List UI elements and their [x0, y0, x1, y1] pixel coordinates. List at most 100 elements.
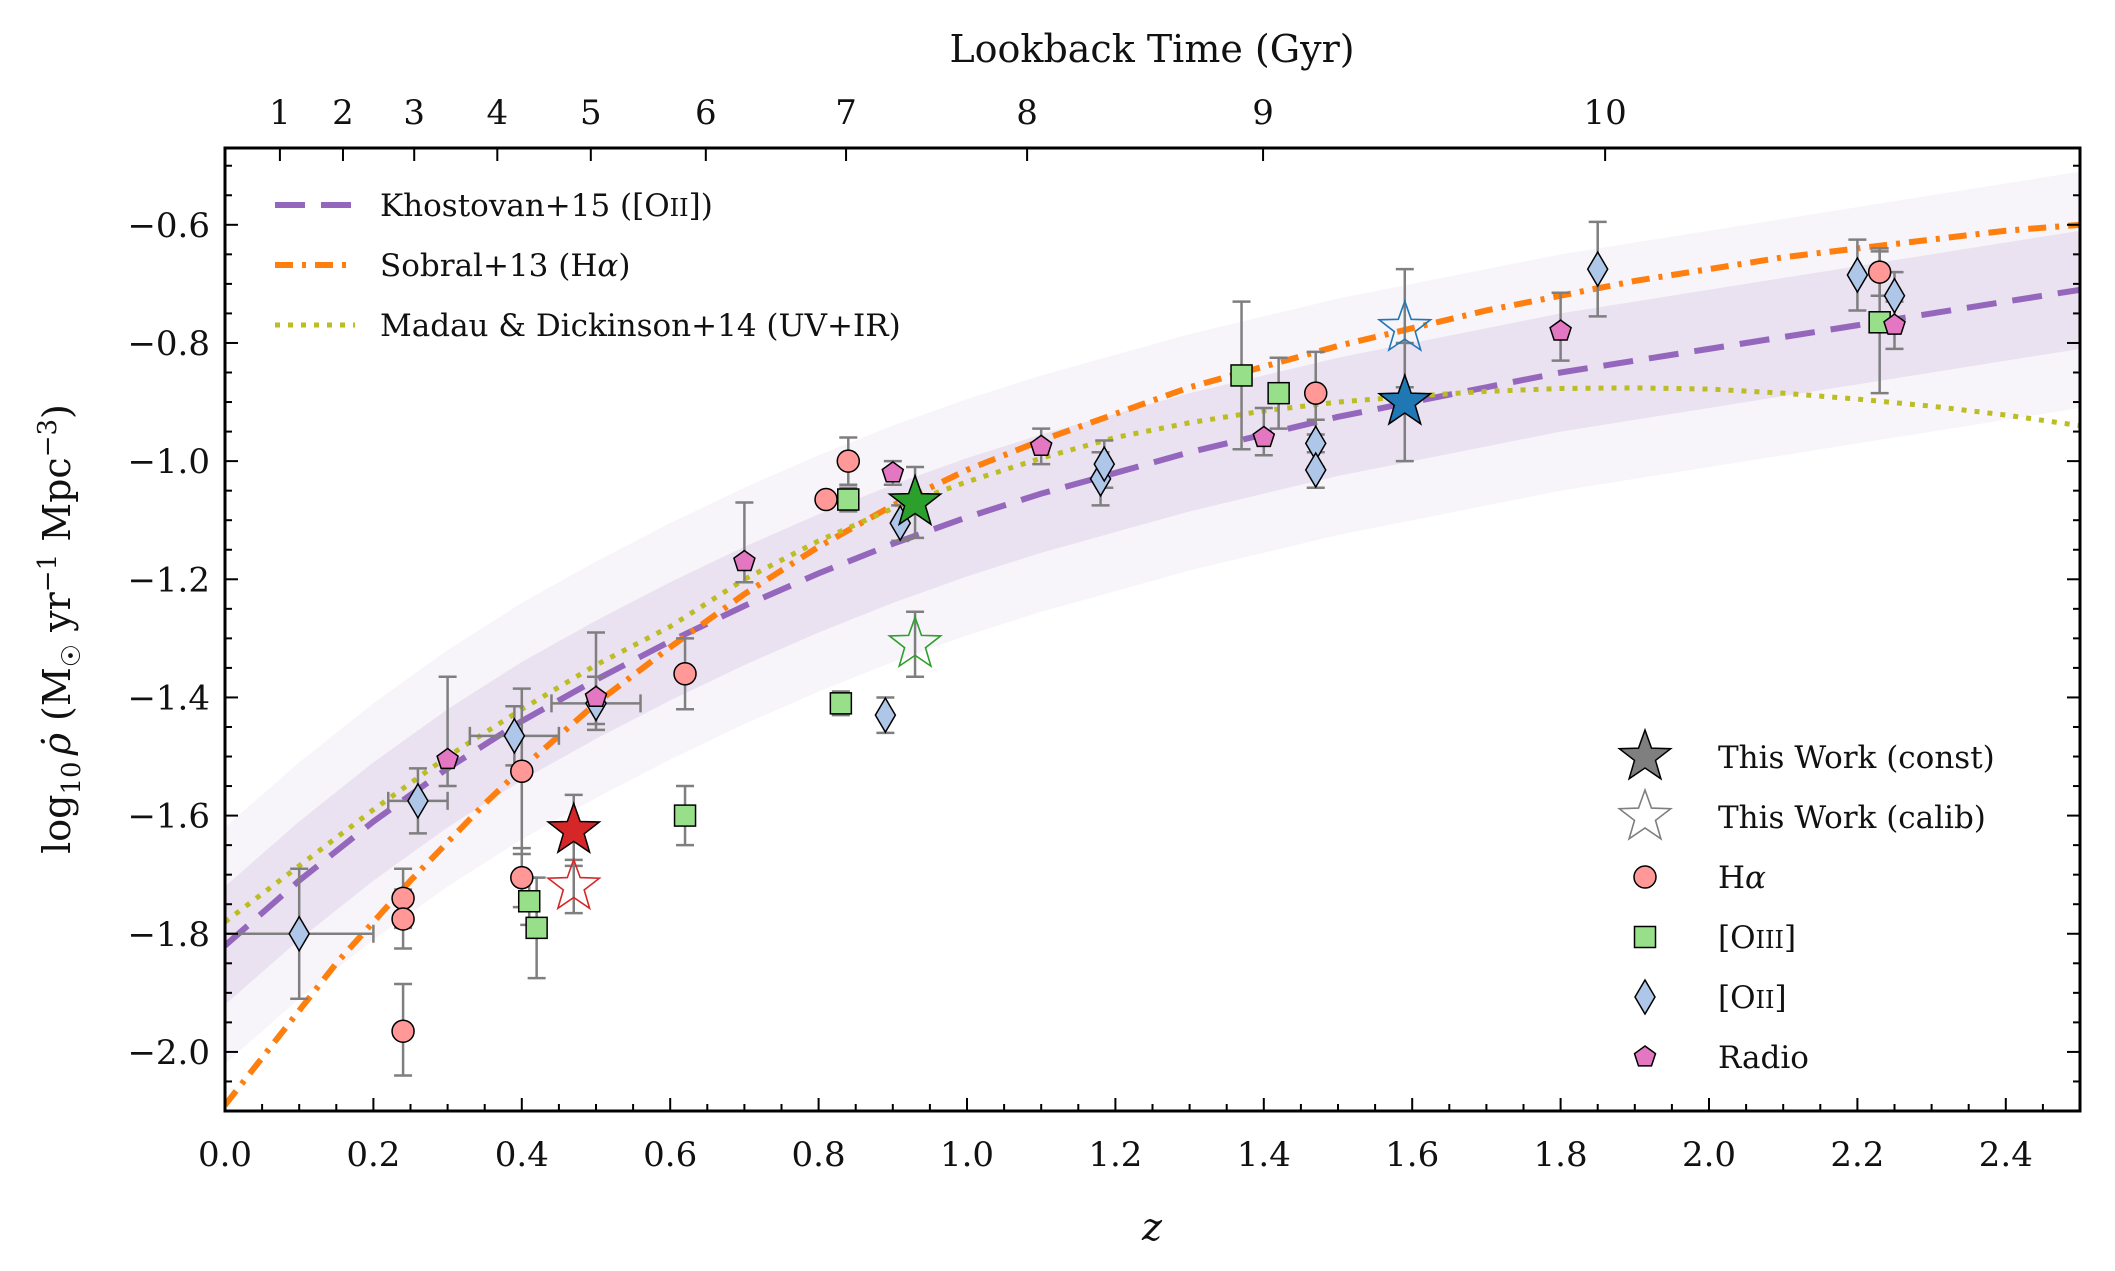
y-title-exp3: −3	[33, 419, 63, 457]
legend-marker-star-filled	[1617, 727, 1673, 781]
x-tick-label: 0.6	[643, 1135, 697, 1175]
top-axis-title: Lookback Time (Gyr)	[949, 27, 1354, 71]
marker-square	[1267, 381, 1290, 405]
top-tick-label: 8	[1016, 93, 1038, 133]
x-tick-label: 2.0	[1682, 1135, 1736, 1175]
marker-diamond	[1883, 277, 1906, 315]
marker-circle	[836, 449, 861, 473]
y-title-sub10: 10	[57, 761, 87, 794]
marker-diamond	[503, 717, 526, 755]
top-tick-label: 6	[695, 93, 717, 133]
marker-square	[1230, 364, 1253, 387]
top-tick-label: 3	[403, 93, 425, 133]
marker-circle	[510, 759, 534, 784]
marker-diamond	[874, 696, 897, 734]
marker-square	[673, 804, 697, 827]
legend-label-madau: Madau & Dickinson+14 (UV+IR)	[380, 308, 901, 344]
x-tick-label: 2.4	[1979, 1135, 2033, 1175]
y-title-log: log	[35, 795, 79, 854]
y-tick-label: −1.2	[127, 560, 210, 600]
marker-circle	[391, 886, 415, 911]
legend-label-circle: Hα	[1718, 860, 1766, 896]
marker-diamond	[407, 782, 429, 820]
legend-marker-pentagon	[1633, 1045, 1657, 1067]
top-tick-label: 7	[835, 93, 857, 133]
y-title-close: )	[35, 404, 79, 419]
series-line-1	[225, 221, 2080, 1107]
y-title-sun: ☉	[57, 644, 87, 667]
y-title-mpc: Mpc	[35, 457, 79, 554]
legend-label-diamond: [OII]	[1718, 980, 1787, 1016]
top-tick-label: 9	[1252, 93, 1274, 133]
top-tick-label: 1	[269, 93, 291, 133]
marker-star-open	[887, 614, 943, 669]
y-title-rho: ρ̇	[35, 732, 79, 756]
marker-circle	[391, 907, 415, 931]
marker-pentagon	[1029, 434, 1053, 457]
marker-star-filled	[1376, 372, 1433, 426]
band-outer	[225, 171, 2080, 1064]
model-curves	[225, 221, 2080, 1107]
series-line-0	[225, 286, 2080, 948]
marker-diamond	[1304, 451, 1327, 489]
x-tick-label: 1.0	[940, 1135, 994, 1175]
marker-circle	[391, 1019, 415, 1043]
x-tick-label: 0.2	[346, 1135, 400, 1175]
marker-pentagon	[1549, 319, 1572, 341]
x-tick-labels: 0.0 0.2 0.4 0.6 0.8 1.0 1.2 1.4 1.6 1.8 2.0 2.2 2.4	[198, 1135, 2033, 1175]
y-tick-label: −1.6	[127, 797, 210, 837]
marker-diamond	[1586, 250, 1609, 288]
top-tick-label: 10	[1583, 93, 1626, 133]
marker-star-open	[1376, 298, 1433, 352]
marker-star-open	[545, 857, 602, 911]
top-tick-labels: 1 2 3 4 5 6 7 8 9 10	[269, 93, 1627, 133]
marker-square	[837, 488, 860, 511]
legend-label-sobral: Sobral+13 (Hα)	[380, 248, 630, 284]
marker-pentagon	[1883, 313, 1906, 335]
marker-circle	[510, 865, 534, 890]
x-tick-label: 1.2	[1088, 1135, 1142, 1175]
marker-pentagon	[584, 685, 608, 708]
marker-pentagon	[436, 747, 459, 770]
marker-circle	[814, 487, 838, 512]
legend-models: Khostovan+15 ([OII]) Sobral+13 (Hα) Madau …	[275, 188, 901, 344]
marker-pentagon	[733, 549, 756, 572]
axis-ticks	[224, 148, 2081, 1112]
marker-diamond	[1846, 256, 1869, 294]
legend-label-pentagon: Radio	[1718, 1040, 1809, 1076]
y-tick-labels: −2.0 −1.8 −1.6 −1.4 −1.2 −1.0 −0.8 −0.6	[127, 206, 210, 1073]
y-tick-label: −0.8	[127, 324, 210, 364]
marker-star-filled	[545, 801, 602, 855]
marker-diamond	[1093, 445, 1116, 483]
y-title-exp1: −1	[33, 554, 63, 592]
series-line-2	[225, 385, 2080, 924]
y-tick-label: −0.6	[127, 206, 210, 246]
marker-square	[517, 890, 541, 913]
x-tick-label: 1.4	[1237, 1135, 1291, 1175]
marker-star-filled	[887, 473, 943, 527]
legend-marker-star-open	[1617, 787, 1673, 841]
x-tick-label: 2.2	[1830, 1135, 1884, 1175]
legend-label-star-filled: This Work (const)	[1718, 740, 1995, 776]
x-tick-label: 0.0	[198, 1135, 252, 1175]
legend-label-star-open: This Work (calib)	[1718, 800, 1986, 836]
x-tick-label: 0.4	[495, 1135, 549, 1175]
legend-observations: This Work (const) This Work (calib) Hα [OII…	[1617, 727, 1995, 1076]
marker-circle	[1867, 260, 1892, 284]
marker-circle	[1303, 381, 1328, 405]
top-tick-label: 5	[580, 93, 602, 133]
top-tick-label: 2	[332, 93, 354, 133]
y-tick-label: −2.0	[127, 1033, 210, 1073]
y-tick-label: −1.4	[127, 678, 210, 718]
legend-marker-circle	[1633, 865, 1657, 889]
marker-square	[525, 916, 548, 940]
y-tick-label: −1.8	[127, 915, 210, 955]
legend-marker-diamond	[1634, 978, 1656, 1016]
marker-diamond	[288, 915, 311, 953]
x-tick-label: 1.6	[1385, 1135, 1439, 1175]
top-tick-label: 4	[486, 93, 508, 133]
legend-marker-square	[1633, 925, 1657, 949]
x-tick-label: 1.8	[1534, 1135, 1588, 1175]
marker-pentagon	[881, 460, 905, 483]
